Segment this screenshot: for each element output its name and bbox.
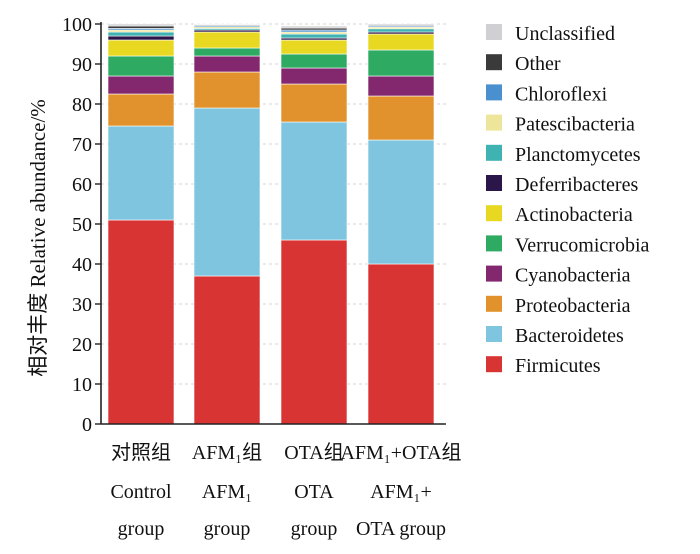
legend-swatch — [486, 144, 502, 161]
bar-segment — [280, 39, 348, 55]
legend-label: Verrucomicrobia — [515, 234, 650, 256]
bar-segment — [367, 139, 435, 265]
y-tick-label: 40 — [72, 254, 92, 276]
y-tick-label: 20 — [72, 334, 92, 356]
y-tick-label: 60 — [72, 174, 92, 196]
category-label: OTA — [294, 481, 334, 503]
bar-segment — [107, 219, 175, 425]
legend-label: Patescibacteria — [515, 114, 635, 136]
bar-segment — [107, 125, 175, 221]
category-label: 对照组 — [111, 441, 171, 464]
category-label: group — [291, 518, 338, 540]
bar-segment — [193, 55, 261, 73]
legend-label: Planctomycetes — [515, 144, 641, 166]
category-label: AFM₁+ — [370, 481, 432, 503]
bar-segment — [107, 35, 175, 41]
legend-label: Deferribacteres — [515, 174, 638, 196]
category-label: OTA组 — [284, 441, 344, 464]
axes — [100, 22, 446, 425]
bar-segment — [193, 275, 261, 425]
legend-swatch — [486, 265, 502, 282]
legend-swatch — [486, 205, 502, 222]
bar-segment — [280, 25, 348, 29]
bar-segment — [367, 28, 435, 33]
bar-segment — [280, 239, 348, 425]
bar-segment — [280, 67, 348, 85]
legend-label: Actinobacteria — [515, 204, 633, 226]
legend-swatch — [486, 295, 502, 312]
bar-segment — [280, 53, 348, 69]
bar-segment — [280, 83, 348, 123]
legend-label: Bacteroidetes — [515, 325, 624, 347]
y-tick-label: 70 — [72, 134, 92, 156]
legend-swatch — [486, 54, 502, 71]
y-tick-label: 0 — [82, 414, 92, 436]
bar-segment — [367, 263, 435, 425]
category-label: Control — [110, 481, 172, 503]
bar-segment — [107, 39, 175, 57]
bar-segment — [193, 71, 261, 109]
category-label: AFM₁ — [202, 481, 252, 503]
bar-segment — [107, 93, 175, 127]
category-labels: 对照组 Control group AFM₁组 AFM₁ group OTA组 OTA grou… — [110, 441, 461, 540]
y-axis-label: 相对丰度 Relative abundance/% — [26, 99, 50, 377]
bar-segment — [193, 29, 261, 33]
legend-label: Cyanobacteria — [515, 265, 631, 287]
legend: Unclassified Other Chloroflexi Patescibacte… — [486, 23, 650, 377]
legend-label: Firmicutes — [515, 355, 601, 377]
bars — [107, 23, 435, 425]
y-tick-label: 90 — [72, 54, 92, 76]
bar-segment — [107, 75, 175, 95]
bar-segment — [193, 23, 261, 26]
bar-segment — [367, 23, 435, 26]
bar-segment — [367, 49, 435, 77]
legend-swatch — [486, 24, 502, 40]
bar-segment — [107, 55, 175, 77]
bar-segment — [193, 31, 261, 49]
bar-segment — [107, 25, 175, 29]
bar-segment — [107, 23, 175, 27]
category-label: group — [204, 518, 251, 540]
legend-label: Proteobacteria — [515, 295, 631, 317]
bar-segment — [107, 31, 175, 37]
legend-swatch — [486, 326, 502, 342]
legend-swatch — [486, 114, 502, 131]
legend-label: Unclassified — [515, 23, 615, 45]
legend-swatch — [486, 356, 502, 373]
legend-swatch — [486, 84, 502, 101]
bar-segment — [193, 107, 261, 277]
category-label: OTA group — [356, 518, 446, 540]
bar-segment — [280, 33, 348, 39]
bar-segment — [107, 29, 175, 33]
category-label: AFM₁组 — [192, 441, 262, 464]
y-tick-label: 10 — [72, 374, 92, 396]
y-tick-label: 50 — [72, 214, 92, 236]
bar-segment — [367, 95, 435, 141]
legend-label: Chloroflexi — [515, 83, 608, 105]
y-tick-label: 30 — [72, 294, 92, 316]
y-tick-label: 80 — [72, 94, 92, 116]
bar-segment — [367, 75, 435, 97]
legend-swatch — [486, 175, 502, 191]
y-ticks: 0 10 20 30 40 50 60 70 80 90 100 — [62, 14, 101, 436]
y-tick-label: 100 — [62, 14, 92, 36]
bar-segment — [193, 47, 261, 57]
bar-segment — [367, 33, 435, 51]
category-label: group — [118, 518, 165, 540]
legend-label: Other — [515, 53, 561, 75]
legend-swatch — [486, 235, 502, 252]
bar-segment — [280, 121, 348, 241]
category-label: AFM₁+OTA组 — [340, 441, 461, 464]
